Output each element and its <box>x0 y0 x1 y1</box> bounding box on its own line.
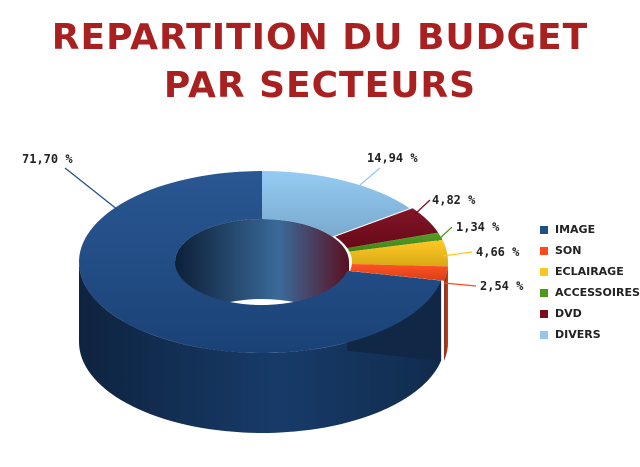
data-label-eclairage: 4,66 % <box>476 245 520 259</box>
data-label-accessoires: 1,34 % <box>456 220 500 234</box>
donut-inner-wall <box>175 219 349 342</box>
donut-tops <box>78 171 448 353</box>
slice-son <box>350 264 448 281</box>
data-label-image: 71,70 % <box>22 152 73 166</box>
slice-eclairage <box>349 239 448 267</box>
leader-divers <box>359 167 381 186</box>
legend-label-eclairage: ECLAIRAGE <box>555 265 624 278</box>
slice-divers <box>262 171 410 237</box>
legend-swatch-accessoires <box>540 288 548 297</box>
leader-dvd <box>414 199 431 215</box>
legend-label-divers: DIVERS <box>555 328 601 341</box>
data-label-divers: 14,94 % <box>367 151 418 165</box>
legend: IMAGE SON ECLAIRAGE ACCESSOIRES DVD DIVE… <box>540 219 640 345</box>
legend-swatch-image <box>540 225 548 234</box>
leader-accessoires <box>436 226 453 242</box>
legend-swatch-divers <box>540 330 548 339</box>
inner-wall-back <box>175 219 349 342</box>
legend-swatch-son <box>540 246 548 255</box>
slice-side-image <box>79 262 442 433</box>
legend-label-image: IMAGE <box>555 223 596 236</box>
legend-item-divers: DIVERS <box>540 324 640 345</box>
slice-image <box>78 171 442 353</box>
slice-accessoires <box>347 232 443 252</box>
legend-item-son: SON <box>540 240 640 261</box>
label-leaders <box>64 167 477 287</box>
legend-item-eclairage: ECLAIRAGE <box>540 261 640 282</box>
data-label-dvd: 4,82 % <box>432 193 476 207</box>
legend-item-accessoires: ACCESSOIRES <box>540 282 640 303</box>
slice-side-son <box>444 266 448 361</box>
legend-item-dvd: DVD <box>540 303 640 324</box>
data-label-son: 2,54 % <box>480 279 524 293</box>
legend-item-image: IMAGE <box>540 219 640 240</box>
legend-label-accessoires: ACCESSOIRES <box>555 286 640 299</box>
chart-title: REPARTITION DU BUDGET PAR SECTEURS <box>0 14 640 110</box>
legend-label-son: SON <box>555 244 582 257</box>
leader-image <box>64 167 119 211</box>
leader-son <box>443 282 477 287</box>
chart-title-line-1: REPARTITION DU BUDGET <box>51 17 589 58</box>
data-labels: 14,94 % 4,82 % 1,34 % 4,66 % 2,54 % 71,70 % <box>22 151 524 293</box>
slice-dvd <box>335 208 439 249</box>
legend-label-dvd: DVD <box>555 307 582 320</box>
legend-swatch-eclairage <box>540 267 548 276</box>
leader-eclairage <box>442 251 473 257</box>
legend-swatch-dvd <box>540 309 548 318</box>
chart-title-line-2: PAR SECTEURS <box>163 65 477 106</box>
